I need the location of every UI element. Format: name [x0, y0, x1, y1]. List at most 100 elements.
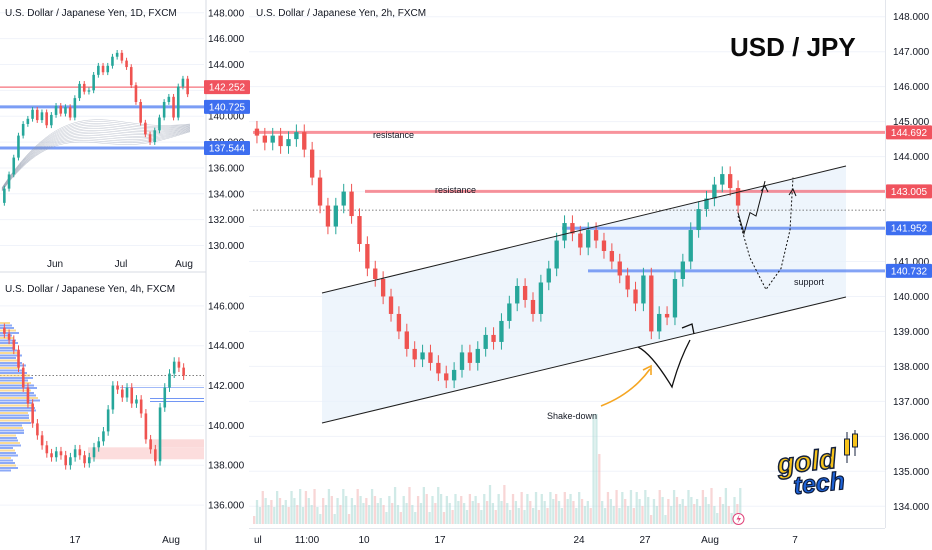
volume-bar [520, 492, 523, 524]
volume-bar [474, 496, 477, 524]
candle-body [538, 282, 544, 314]
x-tick-label: Jul [115, 259, 128, 270]
lightning-icon[interactable] [732, 513, 745, 525]
candle-body [3, 327, 6, 334]
candle-body [578, 233, 583, 248]
ma-ribbon [1, 127, 191, 190]
price-label-badge [204, 80, 250, 95]
volume-bar [684, 506, 687, 524]
candle-body [680, 261, 686, 279]
volume-bar [393, 487, 397, 524]
volume-profile-bar [0, 444, 21, 447]
volume-bar [399, 512, 402, 524]
volume-profile-bar [0, 374, 30, 377]
volume-bar [408, 487, 411, 524]
volume-bar [362, 503, 365, 524]
volume-bar [681, 499, 684, 524]
volume-bar [543, 501, 546, 524]
candle-body [31, 403, 34, 424]
support-label: support [794, 277, 825, 287]
y-tick-label: 148.000 [893, 12, 930, 23]
volume-bar [563, 492, 566, 524]
volume-bar [336, 498, 339, 524]
volume-bar [693, 504, 696, 524]
volume-profile-bar [0, 362, 22, 364]
candle-body [116, 385, 119, 390]
volume-bar [672, 490, 676, 524]
candle-body [102, 431, 105, 442]
volume-bar [316, 507, 319, 524]
candle-body [357, 216, 362, 245]
volume-bar [500, 501, 503, 524]
candle-body [554, 240, 559, 269]
projection-arrow-head [760, 185, 769, 193]
price-label-text: 144.692 [891, 128, 928, 139]
candle-body [633, 289, 638, 304]
candle-body [436, 362, 441, 374]
volume-bar [647, 497, 650, 524]
volume-bar [333, 514, 336, 524]
daily-chart-title: U.S. Dollar / Japanese Yen, 1D, FXCM [5, 8, 177, 19]
candle-body [168, 373, 171, 388]
volume-bar [342, 489, 345, 524]
volume-bar [649, 515, 653, 524]
volume-bar [698, 506, 702, 524]
candle-body [92, 74, 95, 91]
candle-body [12, 157, 16, 175]
y-tick-label: 141.000 [893, 257, 930, 268]
volume-profile-bar [0, 449, 15, 452]
price-label-text: 140.725 [209, 102, 246, 113]
volume-bar [339, 505, 342, 524]
volume-bar [552, 499, 555, 524]
volume-bars [253, 414, 742, 524]
volume-bar [537, 510, 541, 524]
candle-body [158, 117, 161, 131]
candle-body [712, 184, 717, 199]
candle-body [657, 313, 662, 332]
candle-body [163, 387, 167, 408]
volume-bar [644, 490, 647, 524]
volume-bar [566, 499, 569, 524]
volume-bar [606, 492, 610, 524]
volume-bar [661, 497, 664, 524]
candle-body [54, 105, 58, 115]
shake-down-label: Shake-down [547, 411, 597, 421]
volume-bar [560, 508, 564, 524]
volume-bar [612, 506, 615, 524]
volume-bar [454, 494, 457, 524]
volume-profile-bar [0, 469, 11, 472]
volume-bar [485, 501, 489, 524]
volume-bar [281, 505, 285, 524]
candle-body [92, 447, 96, 458]
shake-down-orange-arrow-head [642, 364, 652, 375]
y-tick-label: 135.000 [893, 467, 930, 478]
price-label-text: 142.252 [209, 83, 246, 94]
price-label-text: 137.544 [209, 143, 246, 154]
candle-body [176, 86, 180, 118]
candle-body [148, 134, 152, 143]
volume-profile-bar [0, 447, 13, 449]
candle-body [101, 65, 105, 73]
candle-body [562, 223, 567, 241]
volume-profile-bar [0, 382, 31, 384]
price-label-badge [886, 125, 932, 140]
volume-bar [730, 513, 733, 524]
candle-body [12, 339, 16, 350]
candle-body [31, 109, 34, 119]
x-tick-label: 10 [358, 535, 370, 546]
candle-body [181, 78, 185, 87]
volume-bar [299, 489, 302, 524]
volume-bar [373, 496, 377, 524]
candle-body [325, 205, 331, 227]
candle-body [17, 135, 20, 158]
candle-body [704, 198, 709, 210]
volume-profile-bar [0, 407, 35, 409]
volume-bar [471, 501, 474, 524]
volume-profile-bar [0, 349, 17, 352]
volume-bar [359, 496, 362, 524]
candle-body [696, 209, 701, 231]
volume-bar [632, 508, 635, 524]
candle-body [570, 223, 575, 234]
y-tick-label: 147.000 [893, 47, 930, 58]
volume-bar [690, 497, 693, 524]
